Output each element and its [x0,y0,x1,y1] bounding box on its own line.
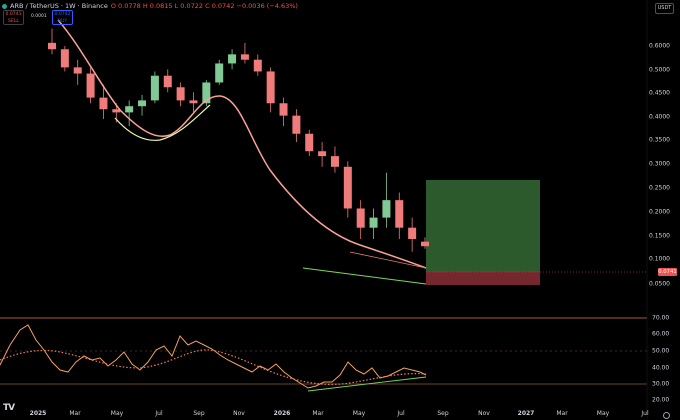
candle-body[interactable] [395,200,404,228]
target-zone[interactable] [426,180,540,272]
last-price-tag: 0.0741 [658,268,677,276]
time-axis-tick: Mar [312,410,324,417]
symbol-header: ARB / TetherUS · 1W · Binance O 0.0778 H… [2,1,298,11]
candle-body[interactable] [228,54,237,64]
candle-body[interactable] [125,106,134,113]
time-axis-tick: May [352,410,366,417]
time-axis-tick: Sep [437,410,449,417]
candle-body[interactable] [48,42,56,50]
price-axis-tick: 0.1000 [649,255,670,263]
time-axis-tick: Jul [397,410,405,417]
rsi-divergence-line [307,376,427,392]
candle-body[interactable] [202,82,211,104]
time-axis-tick: 2027 [517,410,535,417]
rsi-axis-tick: 60.00 [652,330,670,338]
candle-body[interactable] [266,71,275,104]
candle-body[interactable] [176,87,185,101]
price-axis-tick: 0.3500 [649,136,670,144]
candle-body[interactable] [343,166,352,209]
candle-body[interactable] [112,109,121,113]
candle-body[interactable] [60,49,69,68]
candle-body[interactable] [150,75,159,101]
symbol-title[interactable]: ARB / TetherUS · 1W · Binance [10,2,108,10]
buy-price: 0.0742 [54,12,71,17]
time-axis-tick: Jul [641,410,649,417]
candle-body[interactable] [73,67,82,74]
candle-body[interactable] [86,73,95,98]
candle-body[interactable] [138,100,147,107]
rsi-axis-tick: 50.00 [652,347,670,355]
moving-average-line [57,19,427,269]
currency-selector[interactable]: USDT [655,3,674,14]
candles-group [48,28,429,252]
sell-price: 0.0741 [5,12,22,17]
sell-label: SELL [8,18,19,24]
buy-button[interactable]: 0.0742 BUY [52,10,73,25]
rsi-axis-tick: 30.00 [652,380,670,388]
rsi-line [0,324,427,389]
price-axis-tick: 0.2000 [649,208,670,216]
time-axis-tick: Sep [193,410,205,417]
candle-body[interactable] [163,75,172,88]
price-axis-tick: 0.4500 [649,89,670,97]
time-axis-tick: Jul [155,410,163,417]
time-axis-tick: Mar [556,410,568,417]
candle-body[interactable] [421,241,429,247]
candle-body[interactable] [330,156,339,167]
candle-body[interactable] [253,59,262,72]
candle-body[interactable] [215,63,224,83]
rsi-axis-tick: 40.00 [652,364,670,372]
price-axis-tick: 0.3000 [649,160,670,168]
candle-body[interactable] [279,103,288,116]
rsi-axis-tick: 70.00 [652,314,670,322]
ohlc-readout: O 0.0778 H 0.0815 L 0.0722 C 0.0742 −0.0… [110,2,298,10]
tradingview-logo[interactable]: TV [3,403,15,413]
settings-gear-icon[interactable] [663,412,670,419]
candle-body[interactable] [240,54,249,60]
candle-body[interactable] [189,100,198,104]
time-axis-tick: 2026 [273,410,291,417]
price-axis-tick: 0.5000 [649,66,670,74]
stop-zone[interactable] [426,272,540,285]
sell-button[interactable]: 0.0741 SELL [3,10,24,25]
candle-body[interactable] [292,115,301,134]
time-axis-tick: Mar [69,410,81,417]
time-axis-tick: May [596,410,610,417]
trendline-resistance [349,251,427,269]
trendline-support [302,267,427,285]
candle-body[interactable] [382,200,391,218]
spread-value: 0.0001 [31,14,47,19]
candle-body[interactable] [99,97,108,110]
candle-body[interactable] [356,208,365,228]
buy-label: BUY [57,18,68,24]
price-axis-tick: 0.0500 [649,280,670,288]
price-axis-tick: 0.2500 [649,184,670,192]
rsi-signal-line [0,349,427,385]
price-axis-tick: 0.1500 [649,232,670,240]
time-axis-tick: 2025 [29,410,47,417]
price-axis-tick: 0.4000 [649,113,670,121]
support-average-line [114,104,211,141]
time-axis-tick: Nov [233,410,245,417]
candle-body[interactable] [408,227,417,239]
time-axis-tick: Nov [478,410,490,417]
candle-body[interactable] [369,217,378,228]
candle-body[interactable] [318,151,327,157]
price-axis-tick: 0.6000 [649,42,670,50]
rsi-axis-tick: 20.00 [652,396,670,404]
time-axis-tick: May [110,410,124,417]
candle-body[interactable] [305,133,314,152]
market-status-icon [2,3,7,9]
